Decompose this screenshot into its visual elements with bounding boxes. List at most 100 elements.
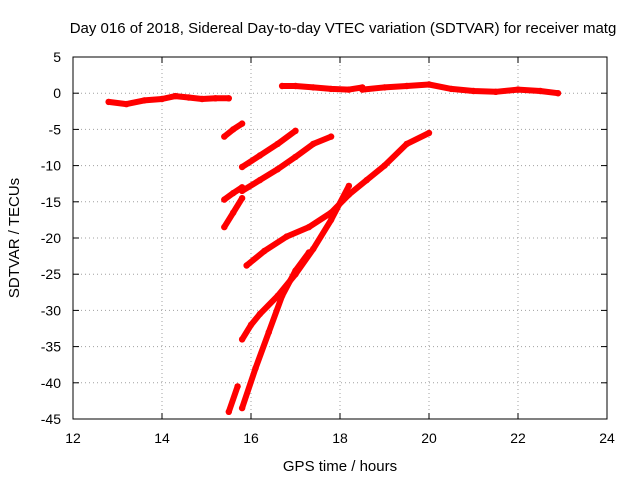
y-tick-label: 0 <box>53 85 61 101</box>
data-point <box>310 140 317 148</box>
ticks: 12 14 16 18 20 22 24 5 0 -5 -10 -15 -20 -25 -30 -35 -40 -… <box>41 49 615 446</box>
data-series <box>278 82 366 93</box>
data-point <box>238 120 246 127</box>
data-point <box>381 84 388 91</box>
data-point <box>247 321 255 329</box>
data-point <box>185 94 192 101</box>
series-trace <box>225 383 241 415</box>
data-point <box>305 223 313 231</box>
data-point <box>212 95 219 102</box>
data-point <box>230 209 237 216</box>
data-point <box>425 81 433 88</box>
data-point <box>198 95 206 103</box>
data-point <box>292 267 299 274</box>
data-series <box>238 133 335 195</box>
data-point <box>283 233 290 240</box>
data-point <box>265 328 272 336</box>
data-point <box>537 87 544 95</box>
data-point <box>230 189 237 197</box>
data-point <box>310 84 317 91</box>
data-point <box>221 223 228 231</box>
y-tick-label: -5 <box>49 121 62 137</box>
data-point <box>305 249 313 256</box>
data-point <box>310 245 317 253</box>
data-point <box>403 140 410 148</box>
data-point <box>359 86 366 93</box>
y-tick-label: 5 <box>53 49 61 65</box>
y-tick-label: -20 <box>41 230 61 246</box>
y-tick-label: -10 <box>41 158 61 174</box>
data-point <box>292 127 299 134</box>
data-point <box>141 97 148 104</box>
data-point <box>327 85 335 93</box>
data-point <box>274 140 281 148</box>
x-tick-label: 16 <box>243 430 259 446</box>
data-point <box>274 166 281 173</box>
data-point <box>256 152 264 159</box>
data-series <box>225 383 241 415</box>
data-point <box>225 95 232 102</box>
x-tick-label: 22 <box>510 430 526 446</box>
data-point <box>225 408 232 415</box>
data-point <box>514 86 522 93</box>
data-point <box>363 176 370 184</box>
data-series <box>238 182 353 343</box>
data-point <box>278 292 286 300</box>
data-point <box>238 195 246 202</box>
series-trace <box>239 249 312 412</box>
grid <box>73 57 607 419</box>
y-tick-label: -40 <box>41 375 61 391</box>
data-point <box>238 404 246 412</box>
data-point <box>158 95 166 103</box>
data-point <box>425 129 433 137</box>
data-point <box>256 310 264 318</box>
x-tick-label: 18 <box>332 430 348 446</box>
data-point <box>327 216 335 224</box>
data-point <box>345 86 353 93</box>
data-point <box>243 262 250 269</box>
data-point <box>256 176 264 184</box>
x-tick-label: 20 <box>421 430 437 446</box>
data-point <box>238 336 246 343</box>
data-point <box>327 133 335 140</box>
data-point <box>448 85 455 93</box>
data-series <box>238 127 299 171</box>
y-tick-label: -15 <box>41 194 61 210</box>
data-point <box>230 126 237 133</box>
data-point <box>403 82 410 90</box>
data-series <box>238 249 313 412</box>
data-point <box>554 90 562 97</box>
data-point <box>238 187 246 195</box>
x-tick-label: 14 <box>154 430 170 446</box>
data-series <box>221 195 246 231</box>
y-tick-label: -45 <box>41 411 61 427</box>
data-point <box>381 162 388 169</box>
data-point <box>292 153 299 161</box>
series-trace <box>239 127 299 170</box>
x-axis-label: GPS time / hours <box>283 458 397 475</box>
data-point <box>492 88 499 96</box>
chart-title: Day 016 of 2018, Sidereal Day-to-day VTE… <box>70 20 617 37</box>
y-tick-label: -30 <box>41 302 61 318</box>
x-tick-label: 24 <box>599 430 615 446</box>
data-point <box>234 383 241 390</box>
y-tick-label: -35 <box>41 339 61 355</box>
data-point <box>278 82 286 90</box>
data-point <box>172 92 179 100</box>
data-series <box>221 184 246 203</box>
series-trace <box>359 81 561 97</box>
data-series <box>105 92 232 108</box>
data-point <box>470 87 477 95</box>
data-point <box>221 196 228 203</box>
x-tick-label: 12 <box>65 430 81 446</box>
series-trace <box>239 133 335 194</box>
data-series <box>221 120 246 140</box>
data-point <box>123 100 130 108</box>
y-tick-label: -25 <box>41 266 61 282</box>
y-axis-label: SDTVAR / TECUs <box>6 178 23 298</box>
series-trace <box>243 130 432 269</box>
data-point <box>292 82 299 90</box>
data-point <box>105 98 112 106</box>
data-point <box>252 365 259 372</box>
